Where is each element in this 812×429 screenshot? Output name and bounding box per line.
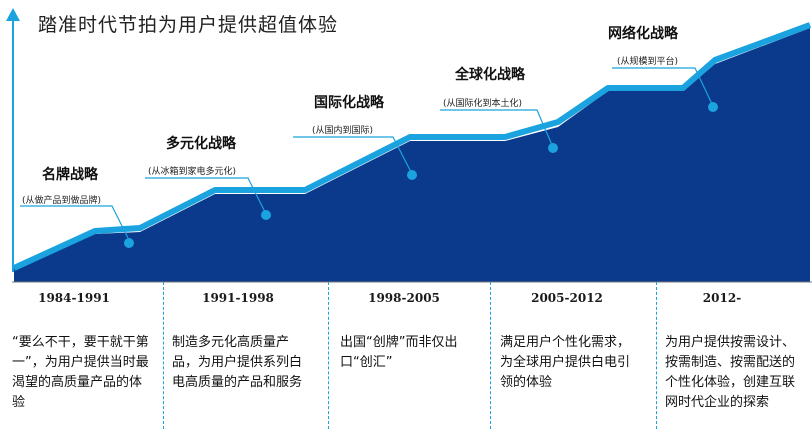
stage-name-5: 网络化战略 [608, 26, 678, 42]
period-label-2: 1991-1998 [202, 291, 274, 305]
stage-sub-2: (从冰箱到家电多元化) [148, 167, 237, 177]
stage-name-3: 国际化战略 [314, 95, 384, 111]
stage-sub-5: (从规模到平台) [617, 57, 679, 67]
period-label-4: 2005-2012 [531, 291, 603, 305]
stage-sub-1: (从做产品到做品牌) [22, 196, 102, 206]
stage-name-1: 名牌战略 [42, 167, 98, 183]
period-divider-1 [163, 282, 164, 429]
milestone-dot-5 [708, 102, 718, 112]
stage-sub-4: (从国际化到本土化) [443, 99, 523, 109]
callout-line-2 [145, 177, 266, 213]
callout-line-3 [293, 136, 412, 173]
callout-line-4 [440, 109, 553, 146]
period-label-5: 2012- [702, 291, 742, 305]
period-label-1: 1984-1991 [38, 291, 110, 305]
period-divider-3 [490, 282, 491, 429]
y-axis-arrow-icon [6, 8, 20, 21]
period-label-3: 1998-2005 [368, 291, 440, 305]
stage-name-2: 多元化战略 [166, 136, 236, 152]
milestone-dot-3 [407, 170, 417, 180]
stage-desc-3: 出国“创牌”而非仅出口“创汇” [340, 335, 458, 370]
stage-name-4: 全球化战略 [455, 67, 525, 83]
page-title: 踏准时代节拍为用户提供超值体验 [38, 14, 339, 36]
period-divider-2 [328, 282, 329, 429]
stage-desc-2: 制造多元化高质量产品，为用户提供系列白电高质量的产品和服务 [172, 335, 303, 390]
growth-area [14, 28, 810, 282]
stage-desc-4: 满足用户个性化需求，为全球用户提供白电引领的体验 [500, 335, 631, 390]
y-axis-line [12, 20, 14, 272]
milestone-dot-2 [261, 210, 271, 220]
callout-line-1 [20, 205, 129, 239]
milestone-dot-4 [548, 143, 558, 153]
milestone-dot-1 [124, 238, 134, 248]
stage-desc-5: 为用户提供按需设计、按需制造、按需配送的个性化体验，创建互联网时代企业的探索 [665, 335, 796, 410]
growth-line [12, 22, 812, 271]
stage-desc-1: “要么不干，要干就干第一”，为用户提供当时最渴望的高质量产品的体验 [12, 335, 149, 410]
callout-line-5 [612, 67, 713, 105]
period-divider-4 [656, 282, 657, 429]
stage-sub-3: (从国内到国际) [312, 126, 374, 136]
